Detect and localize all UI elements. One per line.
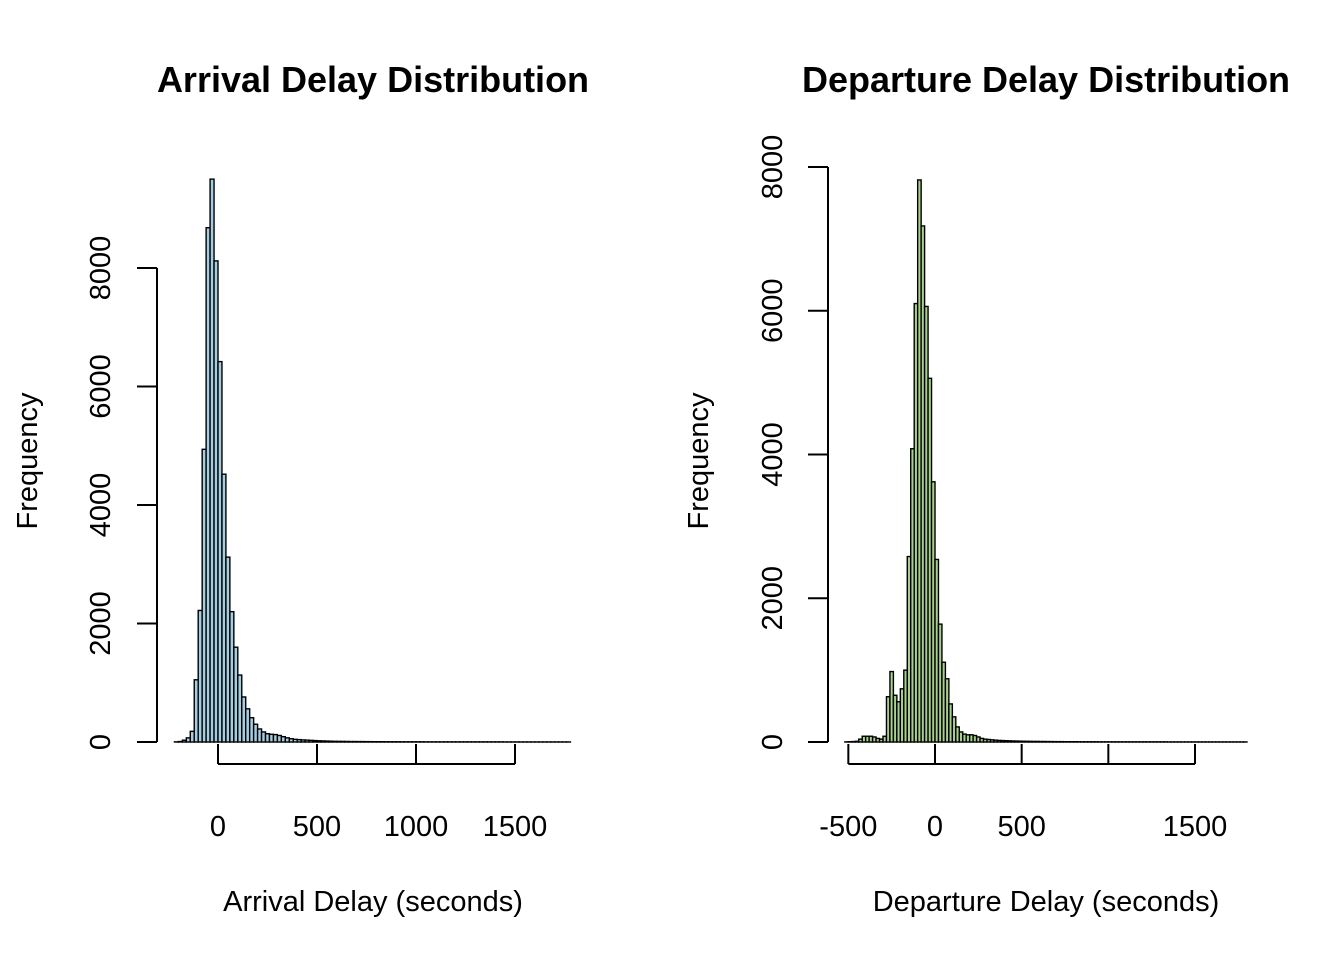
x-tick-label: 0 [210,811,226,843]
departure-histogram-panel: Departure Delay Distribution Departure D… [683,59,1290,918]
x-axis: 0 500 1000 1500 [210,744,547,843]
y-axis-label: Frequency [12,392,44,530]
x-axis: -500 0 500 1500 [819,744,1227,843]
y-axis: 0 2000 4000 6000 8000 [85,236,158,750]
y-tick-label: 6000 [757,278,789,343]
y-tick-label: 4000 [85,473,117,538]
x-tick-label: 0 [927,811,943,843]
bars [173,178,572,743]
x-tick-label: 500 [293,811,341,843]
y-tick-label: 2000 [85,591,117,656]
y-tick-label: 0 [757,734,789,750]
arrival-histogram-panel: Arrival Delay Distribution Arrival Delay… [12,59,589,918]
y-tick-label: 4000 [757,422,789,487]
x-tick-label: 500 [997,811,1045,843]
chart-title: Departure Delay Distribution [802,59,1290,100]
x-tick-label: 1000 [384,811,449,843]
y-tick-label: 0 [85,734,117,750]
y-axis: 0 2000 4000 6000 8000 [757,135,829,750]
y-axis-label: Frequency [683,392,715,530]
y-tick-label: 2000 [757,566,789,631]
y-tick-label: 8000 [85,236,117,301]
chart-title: Arrival Delay Distribution [157,59,589,100]
x-tick-label: 1500 [1163,811,1228,843]
x-axis-label: Arrival Delay (seconds) [223,886,523,918]
x-axis-label: Departure Delay (seconds) [873,886,1220,918]
x-tick-label: -500 [819,811,877,843]
bars [844,179,1248,743]
y-tick-label: 8000 [757,135,789,200]
x-tick-label: 1500 [483,811,548,843]
y-tick-label: 6000 [85,354,117,419]
